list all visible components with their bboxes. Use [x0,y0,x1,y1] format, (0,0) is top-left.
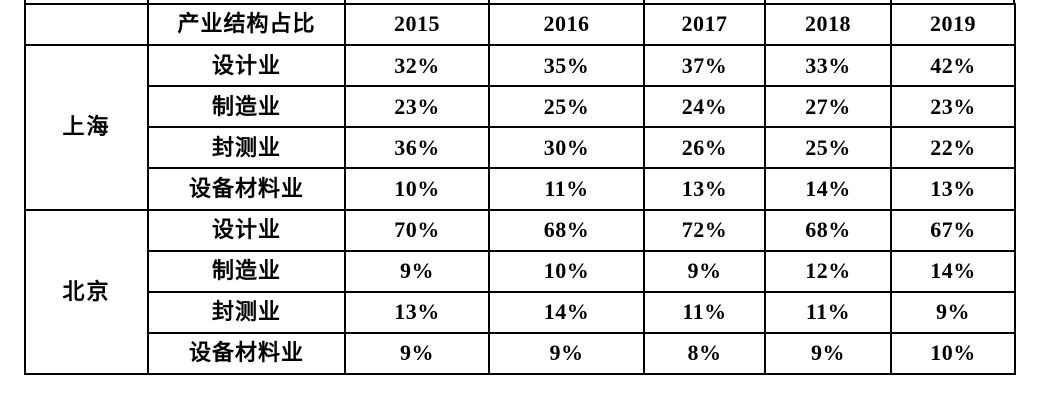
table-title: 产业结构占比 [147,2,346,47]
value-cell: 35% [488,44,645,88]
year-header-2017: 2017 [643,2,766,47]
value-cell: 22% [890,126,1016,170]
category-label: 封测业 [147,290,346,334]
table-row: 北京 设计业 70% 68% 72% 68% 67% [24,208,1016,376]
value-cell: 14% [764,167,892,211]
value-cell: 72% [643,208,766,252]
value-cell: 26% [643,126,766,170]
category-label: 设计业 [147,208,346,252]
value-cell: 8% [643,331,766,376]
value-cell: 25% [488,85,645,129]
value-cell: 11% [764,290,892,334]
value-cell: 13% [890,167,1016,211]
corner-cell [24,2,149,47]
year-header-2016: 2016 [488,2,645,47]
value-cell: 23% [890,85,1016,129]
value-cell: 24% [643,85,766,129]
value-cell: 33% [764,44,892,88]
region-label-beijing: 北京 [24,208,149,376]
year-header-2015: 2015 [344,2,490,47]
value-cell: 14% [488,290,645,334]
value-cell: 42% [890,44,1016,88]
value-cell: 9% [488,331,645,376]
table-crop-stub [344,0,346,5]
value-cell: 9% [764,331,892,376]
table-crop-stub [147,0,149,5]
value-cell: 10% [344,167,490,211]
value-cell: 27% [764,85,892,129]
table-crop-stub [488,0,490,5]
value-cell: 13% [344,290,490,334]
table-row: 封测业 13% 14% 11% 11% 9% [25,290,1016,334]
industry-structure-table: 产业结构占比 2015 2016 2017 2018 2019 上海 设计业 3… [24,2,1016,376]
category-label: 设备材料业 [147,167,346,211]
value-cell: 9% [643,249,766,293]
value-cell: 67% [890,208,1016,252]
value-cell: 13% [643,167,766,211]
region-label-shanghai: 上海 [24,44,149,211]
value-cell: 11% [488,167,645,211]
value-cell: 68% [488,208,645,252]
table-row: 制造业 9% 10% 9% 12% 14% [25,249,1016,293]
value-cell: 10% [890,331,1016,376]
table-row: 制造业 23% 25% 24% 27% 23% [25,85,1016,129]
table-row: 设备材料业 10% 11% 13% 14% 13% [25,167,1016,211]
table-crop-stub [890,0,892,5]
category-label: 制造业 [147,249,346,293]
year-header-2018: 2018 [764,2,892,47]
category-label: 制造业 [147,85,346,129]
table-row: 设备材料业 9% 9% 8% 9% 10% [25,331,1016,376]
category-label: 设计业 [147,44,346,88]
value-cell: 12% [764,249,892,293]
value-cell: 30% [488,126,645,170]
table-crop-stub [1013,0,1015,5]
year-header-2019: 2019 [890,2,1016,47]
value-cell: 68% [764,208,892,252]
category-label: 设备材料业 [147,331,346,376]
table-row: 封测业 36% 30% 26% 25% 22% [25,126,1016,170]
value-cell: 37% [643,44,766,88]
value-cell: 70% [344,208,490,252]
value-cell: 14% [890,249,1016,293]
value-cell: 10% [488,249,645,293]
value-cell: 23% [344,85,490,129]
value-cell: 9% [344,331,490,376]
table-row: 上海 设计业 32% 35% 37% 33% 42% [24,44,1016,211]
table-crop-stub [764,0,766,5]
table-crop-stub [24,0,26,5]
value-cell: 11% [643,290,766,334]
value-cell: 25% [764,126,892,170]
value-cell: 9% [890,290,1016,334]
table-header-row: 产业结构占比 2015 2016 2017 2018 2019 [24,2,1016,47]
value-cell: 36% [344,126,490,170]
value-cell: 9% [344,249,490,293]
table-crop-stub [643,0,645,5]
value-cell: 32% [344,44,490,88]
category-label: 封测业 [147,126,346,170]
